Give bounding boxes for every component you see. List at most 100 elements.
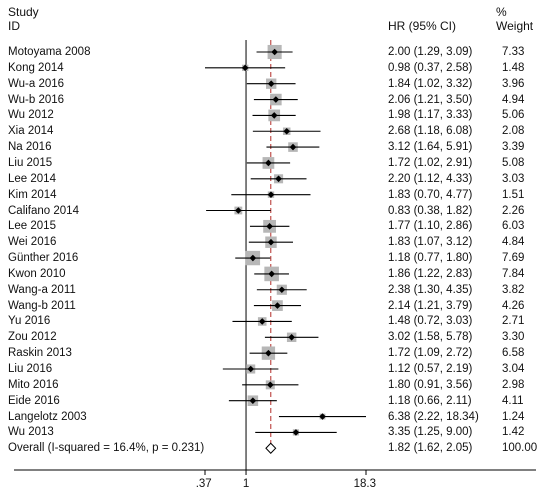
point-estimate (267, 191, 275, 198)
study-label: Liu 2015 (8, 156, 53, 169)
study-hr-ci: 1.98 (1.17, 3.33) (388, 109, 473, 122)
point-estimate (275, 175, 282, 183)
study-weight: 2.08 (502, 125, 525, 138)
study-hr-ci: 6.38 (2.22, 18.34) (388, 410, 479, 423)
x-tick-label: 1 (242, 478, 250, 490)
study-label: Mito 2016 (8, 378, 59, 391)
study-weight: 1.24 (502, 410, 525, 423)
header-percent: % (496, 5, 507, 19)
study-weight: 4.84 (502, 236, 525, 249)
study-weight: 5.06 (502, 109, 525, 122)
overall-weight: 100.00 (502, 442, 538, 455)
point-estimate (258, 318, 266, 325)
study-weight: 7.84 (502, 267, 525, 280)
study-label: Xia 2014 (8, 125, 54, 138)
study-label: Kwon 2010 (8, 267, 66, 280)
study-hr-ci: 1.18 (0.66, 2.11) (388, 394, 472, 407)
study-label: Wei 2016 (8, 236, 57, 249)
study-weight: 1.48 (502, 61, 525, 74)
study-hr-ci: 2.06 (1.21, 3.50) (388, 93, 473, 106)
point-estimate (249, 397, 257, 404)
point-estimate (278, 286, 286, 294)
study-label: Wu-b 2016 (8, 93, 65, 106)
point-estimate (270, 112, 278, 119)
study-hr-ci: 2.68 (1.18, 6.08) (388, 125, 473, 138)
point-estimate (288, 334, 295, 341)
study-hr-ci: 1.72 (1.09, 2.72) (388, 347, 473, 360)
point-estimate (249, 254, 257, 262)
study-weight: 3.03 (502, 172, 525, 185)
header-hr-ci: HR (95% CI) (388, 19, 457, 33)
study-label: Langelotz 2003 (8, 410, 87, 423)
study-hr-ci: 1.72 (1.02, 2.91) (388, 156, 473, 169)
point-estimate (265, 349, 272, 357)
study-hr-ci: 1.77 (1.10, 2.86) (388, 220, 473, 233)
study-label: Zou 2012 (8, 331, 57, 344)
point-estimate (266, 381, 274, 389)
study-weight: 4.26 (502, 299, 525, 312)
study-hr-ci: 1.48 (0.72, 3.03) (388, 315, 473, 328)
point-estimate (272, 96, 280, 103)
overall-diamond (265, 442, 277, 454)
study-hr-ci: 1.84 (1.02, 3.32) (388, 77, 473, 90)
study-label: Wang-a 2011 (8, 283, 76, 296)
study-weight: 4.11 (502, 394, 524, 407)
study-label: Liu 2016 (8, 363, 53, 375)
point-estimate (274, 302, 281, 309)
study-hr-ci: 0.98 (0.37, 2.58) (388, 61, 473, 74)
study-label: Yu 2016 (8, 315, 51, 328)
point-estimate (268, 270, 275, 278)
study-weight: 3.30 (502, 331, 525, 344)
header-id: ID (8, 19, 20, 33)
study-weight: 6.58 (502, 347, 525, 360)
study-hr-ci: 0.83 (0.38, 1.82) (388, 204, 473, 217)
study-label: Na 2016 (8, 141, 52, 154)
point-estimate (319, 413, 326, 420)
study-hr-ci: 2.14 (1.21, 3.79) (388, 299, 473, 312)
study-hr-ci: 1.83 (0.70, 4.77) (388, 188, 473, 201)
point-estimate (247, 365, 255, 373)
header-study: Study (8, 5, 39, 19)
overall-label: Overall (I-squared = 16.4%, p = 0.231) (8, 442, 205, 455)
point-estimate (235, 207, 242, 214)
study-weight: 3.82 (502, 283, 525, 296)
study-hr-ci: 2.20 (1.12, 4.33) (388, 172, 473, 185)
study-weight: 6.03 (502, 220, 525, 233)
study-label: Motoyama 2008 (8, 46, 91, 58)
study-hr-ci: 2.00 (1.29, 3.09) (388, 46, 473, 58)
study-label: Lee 2014 (8, 172, 56, 185)
study-label: Wu 2013 (8, 426, 54, 439)
study-weight: 3.39 (502, 141, 525, 154)
study-weight: 2.71 (502, 315, 525, 328)
study-weight: 5.08 (502, 156, 525, 169)
point-estimate (266, 223, 273, 230)
study-weight: 3.96 (502, 77, 525, 90)
x-tick-label: .37 (195, 478, 212, 490)
study-label: Wu-a 2016 (8, 77, 65, 90)
overall-hr-ci: 1.82 (1.62, 2.05) (388, 442, 473, 455)
study-hr-ci: 3.02 (1.58, 5.78) (388, 331, 473, 344)
study-weight: 4.94 (502, 93, 525, 106)
study-hr-ci: 1.18 (0.77, 1.80) (388, 252, 473, 265)
point-estimate (265, 159, 272, 167)
study-label: Wang-b 2011 (8, 299, 76, 312)
header-weight: Weight (496, 19, 534, 33)
study-label: Califano 2014 (8, 204, 79, 217)
study-hr-ci: 3.35 (1.25, 9.00) (388, 426, 473, 439)
x-tick-label: 18.3 (353, 478, 376, 490)
point-estimate (267, 238, 275, 246)
study-weight: 1.51 (502, 188, 525, 201)
study-weight: 2.98 (502, 378, 525, 391)
study-weight: 7.69 (502, 252, 525, 265)
study-hr-ci: 1.83 (1.07, 3.12) (388, 236, 473, 249)
point-estimate (267, 80, 275, 87)
study-label: Raskin 2013 (8, 347, 72, 360)
study-hr-ci: 1.80 (0.91, 3.56) (388, 378, 473, 391)
study-weight: 3.04 (502, 363, 525, 375)
study-label: Kong 2014 (8, 61, 64, 74)
study-weight: 2.26 (502, 204, 525, 217)
study-label: Wu 2012 (8, 109, 54, 122)
study-label: Eide 2016 (8, 394, 60, 407)
point-estimate (289, 143, 297, 151)
study-hr-ci: 1.86 (1.22, 2.83) (388, 267, 473, 280)
